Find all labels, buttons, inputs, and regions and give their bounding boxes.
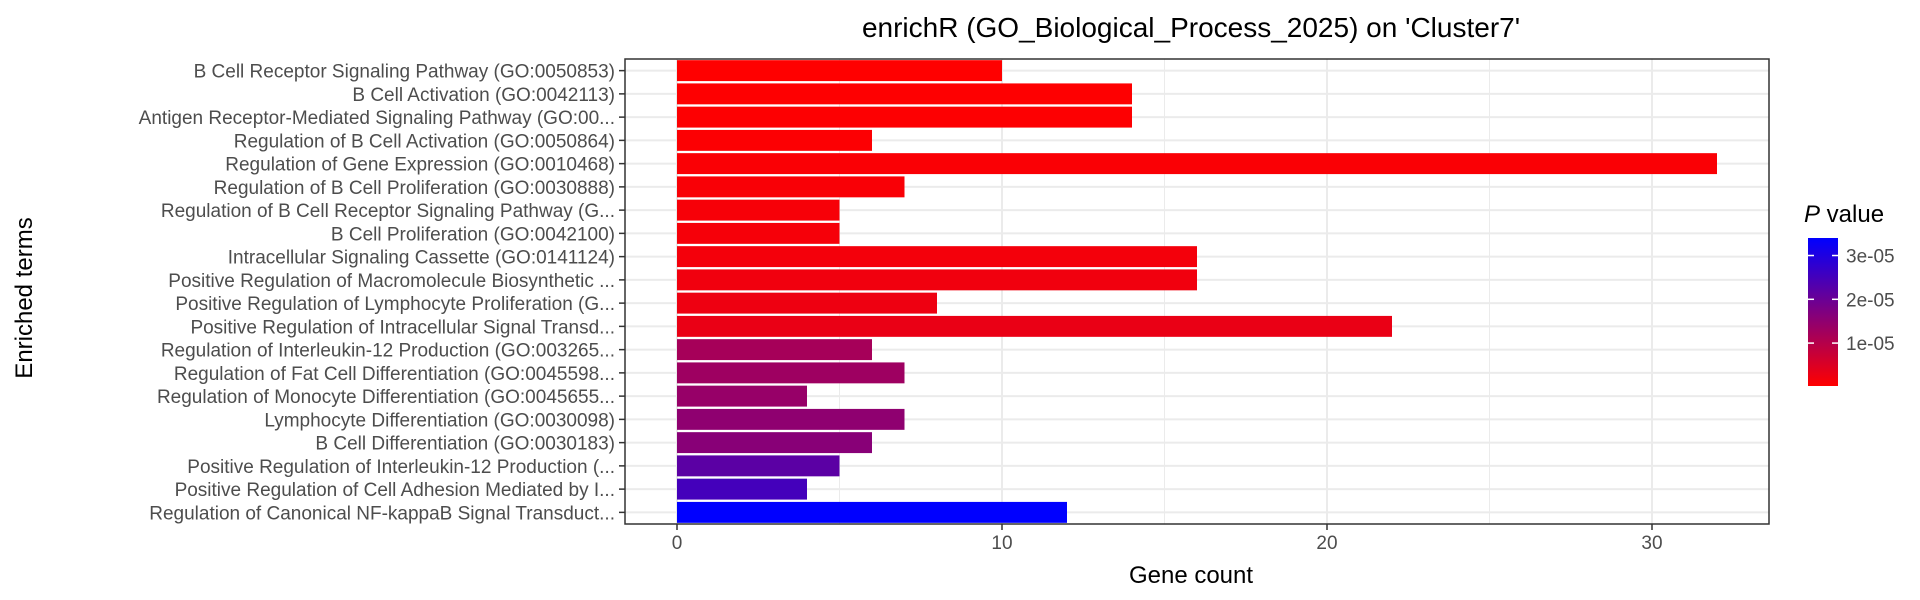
legend-title: P value xyxy=(1804,201,1884,228)
y-tick-label: Positive Regulation of Intracellular Sig… xyxy=(190,317,615,338)
plot-background xyxy=(625,59,1769,524)
bar xyxy=(677,106,1132,128)
x-tick-label: 30 xyxy=(1641,533,1662,554)
bar xyxy=(677,408,905,430)
bar xyxy=(677,129,872,151)
y-tick-label: Positive Regulation of Cell Adhesion Med… xyxy=(175,480,615,501)
bar xyxy=(677,339,872,361)
legend-ticks: 1e-05 2e-05 3e-05 xyxy=(1808,247,1895,355)
bar xyxy=(677,315,1392,337)
chart-title: enrichR (GO_Biological_Process_2025) on … xyxy=(862,12,1520,43)
y-tick-label: Regulation of B Cell Receptor Signaling … xyxy=(161,201,615,222)
legend-tick-label: 2e-05 xyxy=(1846,290,1895,311)
legend-title-italic: P xyxy=(1804,201,1820,228)
y-tick-label: Regulation of Monocyte Differentiation (… xyxy=(157,387,615,408)
bar xyxy=(677,60,1002,82)
y-tick-label: Regulation of Interleukin-12 Production … xyxy=(161,341,615,362)
x-tick-label: 10 xyxy=(991,533,1012,554)
bar xyxy=(677,83,1132,105)
bar xyxy=(677,478,807,500)
bar xyxy=(677,269,1197,291)
y-tick-label: B Cell Differentiation (GO:0030183) xyxy=(315,434,615,455)
y-tick-label: B Cell Proliferation (GO:0042100) xyxy=(331,224,615,245)
p-value-legend: P value 1e-05 2e-05 3e-05 xyxy=(1804,201,1895,386)
bar xyxy=(677,222,840,244)
plot-border xyxy=(624,58,1770,525)
bar xyxy=(677,153,1717,175)
bar xyxy=(677,246,1197,268)
x-axis-title: Gene count xyxy=(1129,562,1253,589)
y-tick-label: Regulation of B Cell Activation (GO:0050… xyxy=(234,131,615,152)
y-axis-title: Enriched terms xyxy=(11,217,38,378)
legend-tick-label: 1e-05 xyxy=(1846,334,1895,355)
y-tick-label: B Cell Activation (GO:0042113) xyxy=(352,85,615,106)
y-tick-label: Regulation of Canonical NF-kappaB Signal… xyxy=(149,503,615,524)
bar xyxy=(677,455,840,477)
bar xyxy=(677,432,872,454)
bar xyxy=(677,292,937,314)
x-tick-label: 0 xyxy=(672,533,683,554)
legend-title-rest: value xyxy=(1820,201,1884,228)
bar xyxy=(677,362,905,384)
y-tick-label: B Cell Receptor Signaling Pathway (GO:00… xyxy=(194,62,615,83)
plot-area: B Cell Receptor Signaling Pathway (GO:00… xyxy=(139,58,1770,554)
y-tick-label: Regulation of Gene Expression (GO:001046… xyxy=(225,155,615,176)
bar xyxy=(677,385,807,407)
x-tick-label: 20 xyxy=(1316,533,1337,554)
y-tick-label: Positive Regulation of Macromolecule Bio… xyxy=(168,271,615,292)
y-tick-label: Lymphocyte Differentiation (GO:0030098) xyxy=(264,410,615,431)
bar xyxy=(677,199,840,221)
y-tick-label: Antigen Receptor-Mediated Signaling Path… xyxy=(139,108,615,129)
y-tick-label: Regulation of Fat Cell Differentiation (… xyxy=(174,364,615,385)
bar xyxy=(677,501,1067,523)
bar xyxy=(677,176,905,198)
legend-color-bar xyxy=(1808,238,1838,386)
y-tick-label: Regulation of B Cell Proliferation (GO:0… xyxy=(214,178,615,199)
y-tick-label: Positive Regulation of Lymphocyte Prolif… xyxy=(175,294,615,315)
y-tick-label: Positive Regulation of Interleukin-12 Pr… xyxy=(187,457,615,478)
legend-tick-label: 3e-05 xyxy=(1846,247,1895,268)
y-tick-label: Intracellular Signaling Cassette (GO:014… xyxy=(228,248,615,269)
